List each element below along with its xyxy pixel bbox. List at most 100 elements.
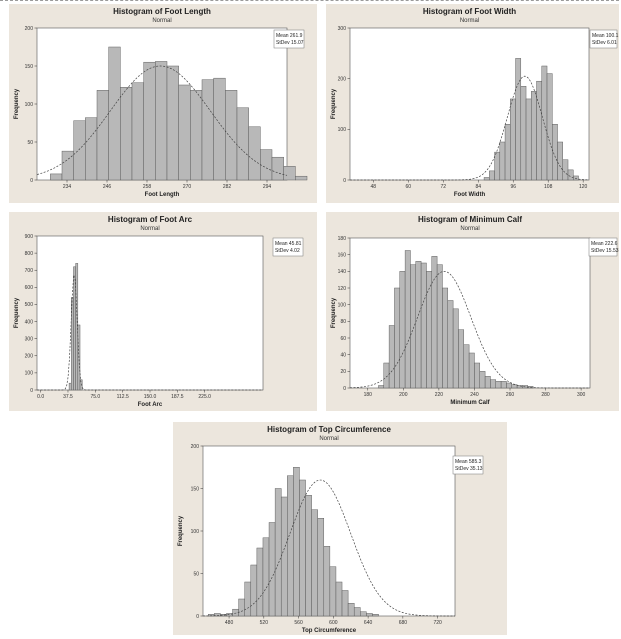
normal-fit-curve bbox=[349, 270, 590, 389]
histogram-bar bbox=[120, 87, 133, 181]
x-tick-label: 180 bbox=[364, 392, 373, 398]
legend-entry: StDev 6.01 bbox=[592, 40, 617, 46]
panel-foot-length: Histogram of Foot Length Normal 234 246 258 2… bbox=[9, 4, 317, 203]
x-tick-label: 270 bbox=[183, 184, 192, 190]
y-axis-label: Frequency bbox=[178, 515, 184, 546]
x-tick-label: 60 bbox=[406, 184, 412, 190]
histogram-bar bbox=[552, 124, 558, 181]
chart-subtitle: Normal bbox=[152, 18, 171, 24]
histogram-bar bbox=[283, 166, 296, 181]
histogram-bar bbox=[452, 308, 459, 389]
histogram-bar bbox=[511, 384, 518, 389]
x-tick-label: 48 bbox=[371, 184, 377, 190]
y-tick-label: 300 bbox=[338, 26, 347, 32]
x-axis-label: Foot Width bbox=[454, 192, 486, 198]
x-tick-label: 108 bbox=[544, 184, 553, 190]
chart-title: Histogram of Foot Length bbox=[113, 7, 211, 16]
y-tick-label: 180 bbox=[338, 236, 347, 242]
histogram-bar bbox=[378, 385, 385, 389]
x-tick-label: 260 bbox=[506, 392, 515, 398]
y-axis-label: Frequency bbox=[14, 297, 20, 328]
histogram-bar bbox=[410, 264, 417, 389]
histogram-bar bbox=[75, 263, 79, 391]
histogram-bar bbox=[366, 613, 373, 617]
histogram-bar bbox=[474, 362, 481, 389]
panel-top-circumference: Histogram of Top Circumference Normal 480 5… bbox=[173, 422, 507, 635]
legend-entry: StDev 4.02 bbox=[275, 248, 300, 254]
y-tick-label: 50 bbox=[27, 140, 33, 146]
x-tick-label: 480 bbox=[225, 620, 234, 626]
histogram-bar bbox=[287, 475, 294, 617]
x-tick-label: 234 bbox=[63, 184, 72, 190]
y-tick-label: 120 bbox=[338, 286, 347, 292]
y-axis-label: Frequency bbox=[331, 88, 337, 119]
histogram-bar bbox=[68, 382, 72, 391]
histogram-bar bbox=[458, 329, 465, 389]
histogram-bar bbox=[201, 79, 214, 181]
x-tick-label: 84 bbox=[475, 184, 481, 190]
y-tick-label: 100 bbox=[25, 371, 34, 377]
histogram-bar bbox=[372, 614, 379, 617]
y-tick-label: 100 bbox=[25, 102, 34, 108]
x-tick-label: 72 bbox=[440, 184, 446, 190]
y-tick-label: 600 bbox=[25, 285, 34, 291]
histogram-bar bbox=[143, 61, 156, 181]
y-tick-label: 80 bbox=[340, 319, 346, 325]
y-tick-label: 0 bbox=[343, 386, 346, 392]
histogram-bar bbox=[155, 61, 168, 181]
histogram-bar bbox=[335, 581, 343, 617]
y-tick-label: 40 bbox=[340, 352, 346, 358]
x-tick-label: 680 bbox=[399, 620, 408, 626]
x-tick-label: 258 bbox=[143, 184, 152, 190]
x-tick-label: 240 bbox=[470, 392, 479, 398]
histogram-bar bbox=[293, 467, 300, 617]
x-axis-label: Foot Arc bbox=[138, 402, 163, 408]
bars-group bbox=[378, 250, 534, 389]
y-tick-label: 0 bbox=[196, 614, 199, 620]
y-tick-label: 0 bbox=[30, 178, 33, 184]
x-tick-label: 120 bbox=[579, 184, 588, 190]
y-tick-label: 500 bbox=[25, 302, 34, 308]
legend-entry: StDev 35.13 bbox=[455, 466, 483, 472]
histogram-bar bbox=[79, 379, 83, 391]
histogram-bar bbox=[567, 169, 574, 181]
histogram-bar bbox=[73, 120, 86, 181]
y-tick-label: 100 bbox=[338, 302, 347, 308]
histogram-bar bbox=[442, 287, 449, 389]
page-dashed-border bbox=[0, 0, 619, 3]
histogram-bar bbox=[317, 518, 325, 617]
histogram-bar bbox=[360, 611, 367, 617]
x-tick-label: 96 bbox=[510, 184, 516, 190]
normal-fit-curve bbox=[202, 479, 455, 617]
histogram-bar bbox=[190, 90, 203, 181]
histogram-bar bbox=[562, 159, 569, 181]
histogram-bar bbox=[520, 86, 527, 181]
chart-title: Histogram of Top Circumference bbox=[267, 425, 391, 434]
panel-foot-arc: Histogram of Foot Arc Normal 0.0 37.5 75.0 11… bbox=[9, 212, 317, 411]
histogram-bar bbox=[504, 124, 511, 181]
histogram-bar bbox=[131, 82, 144, 181]
histogram-bar bbox=[463, 344, 470, 389]
y-tick-label: 140 bbox=[338, 269, 347, 275]
chart-top-circumference: Histogram of Top Circumference Normal 480 5… bbox=[178, 425, 484, 634]
y-tick-label: 200 bbox=[338, 76, 347, 82]
legend-entry: Mean 261.9 bbox=[276, 33, 303, 39]
legend-entry: Mean 45.81 bbox=[275, 241, 302, 247]
y-tick-label: 150 bbox=[25, 64, 34, 70]
histogram-bar bbox=[510, 98, 516, 181]
legend-entry: Mean 222.6 bbox=[591, 241, 618, 247]
histogram-bar bbox=[353, 607, 361, 617]
y-tick-label: 200 bbox=[25, 26, 34, 32]
histogram-bar bbox=[311, 509, 318, 617]
histogram-bar bbox=[404, 250, 411, 389]
histogram-bar bbox=[525, 98, 532, 181]
y-tick-label: 900 bbox=[25, 234, 34, 240]
histogram-bar bbox=[256, 547, 264, 617]
histogram-bar bbox=[436, 264, 443, 389]
x-tick-label: 200 bbox=[399, 392, 408, 398]
x-axis-label: Minimum Calf bbox=[450, 400, 490, 406]
panel-foot-width: Histogram of Foot Width Normal 48 60 72 84 96 1… bbox=[326, 4, 619, 203]
histogram-bar bbox=[225, 90, 238, 181]
histogram-bar bbox=[232, 608, 239, 617]
legend-box bbox=[588, 237, 618, 257]
